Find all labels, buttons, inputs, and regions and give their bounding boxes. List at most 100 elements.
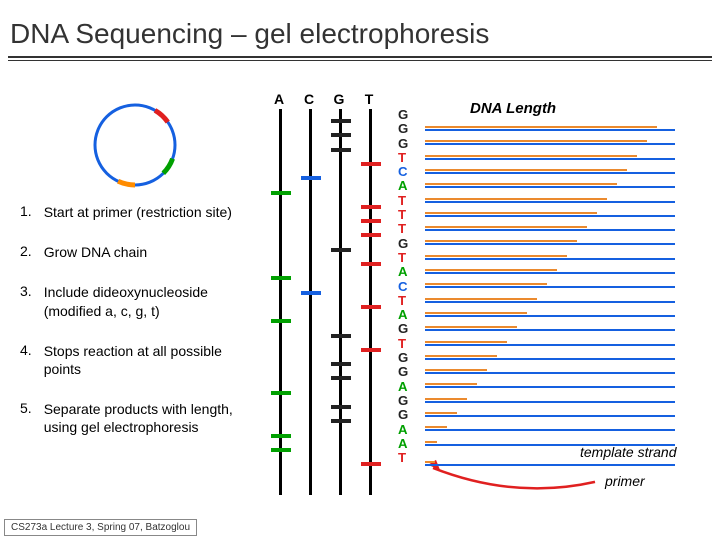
step-number: 4.	[12, 336, 42, 392]
growing-strand	[425, 226, 587, 228]
gel-band	[331, 419, 351, 423]
template-line	[425, 143, 675, 145]
growing-strand	[425, 283, 547, 285]
sequence-base: A	[398, 380, 408, 394]
growing-strand	[425, 140, 647, 142]
gel-lane-header: C	[299, 91, 319, 107]
gel-band	[271, 448, 291, 452]
step-number: 1.	[12, 197, 42, 235]
gel-band	[331, 248, 351, 252]
template-line	[425, 386, 675, 388]
step-text: Grow DNA chain	[44, 237, 253, 275]
growing-strand	[425, 341, 507, 343]
sequence-base: G	[398, 365, 408, 379]
steps-list: 1.Start at primer (restriction site)2.Gr…	[10, 195, 255, 453]
growing-strand	[425, 240, 577, 242]
plasmid-diagram	[85, 95, 185, 195]
gel-band	[271, 391, 291, 395]
growing-strand	[425, 298, 537, 300]
template-line	[425, 329, 675, 331]
template-line	[425, 344, 675, 346]
growing-strand	[425, 198, 607, 200]
gel-band	[361, 219, 381, 223]
step-number: 5.	[12, 394, 42, 450]
gel-band	[331, 133, 351, 137]
gel-band	[361, 305, 381, 309]
step-number: 2.	[12, 237, 42, 275]
growing-strand	[425, 255, 567, 257]
template-line	[425, 286, 675, 288]
step-text: Start at primer (restriction site)	[44, 197, 253, 235]
step-text: Stops reaction at all possible points	[44, 336, 253, 392]
template-line	[425, 129, 675, 131]
growing-strand	[425, 169, 627, 171]
sequence-base: G	[398, 108, 408, 122]
gel-band	[361, 162, 381, 166]
sequence-base: T	[398, 451, 408, 465]
gel-band	[331, 334, 351, 338]
sequence-base: G	[398, 351, 408, 365]
gel-lane-header: T	[359, 91, 379, 107]
template-line	[425, 215, 675, 217]
footer: CS273a Lecture 3, Spring 07, Batzoglou	[4, 519, 197, 536]
template-line	[425, 301, 675, 303]
template-line	[425, 315, 675, 317]
gel-lane-header: G	[329, 91, 349, 107]
page-title: DNA Sequencing – gel electrophoresis	[0, 0, 720, 56]
gel-band	[331, 148, 351, 152]
sequence-base: A	[398, 308, 408, 322]
sequence-base: G	[398, 322, 408, 336]
template-line	[425, 172, 675, 174]
title-subrule	[8, 60, 712, 61]
sequence-base: T	[398, 208, 408, 222]
sequence-base: T	[398, 194, 408, 208]
sequence-base: G	[398, 408, 408, 422]
growing-strand	[425, 426, 447, 428]
gel-band	[271, 319, 291, 323]
gel-lane-header: A	[269, 91, 289, 107]
template-line	[425, 415, 675, 417]
step-number: 3.	[12, 277, 42, 333]
sequence-base: A	[398, 437, 408, 451]
gel-band	[331, 405, 351, 409]
primer-label: primer	[605, 473, 645, 489]
growing-strand	[425, 398, 467, 400]
growing-strand	[425, 312, 527, 314]
gel-band	[301, 176, 321, 180]
template-line	[425, 372, 675, 374]
gel-band	[271, 276, 291, 280]
sequence-base: G	[398, 394, 408, 408]
template-line	[425, 258, 675, 260]
gel-band	[361, 348, 381, 352]
sequence-base: T	[398, 251, 408, 265]
template-line	[425, 429, 675, 431]
gel-band	[271, 434, 291, 438]
sequence-base: C	[398, 165, 408, 179]
gel-band	[331, 376, 351, 380]
sequence-base: A	[398, 179, 408, 193]
sequence-base: A	[398, 423, 408, 437]
gel-rail	[309, 109, 312, 495]
sequence-base: A	[398, 265, 408, 279]
sequence-base: G	[398, 137, 408, 151]
gel-rail	[369, 109, 372, 495]
template-line	[425, 186, 675, 188]
sequence-base: T	[398, 222, 408, 236]
template-line	[425, 272, 675, 274]
sequence-column: GGGTCATTTGTACTAGTGGAGGAAT	[398, 108, 408, 465]
gel-band	[361, 205, 381, 209]
growing-strand	[425, 269, 557, 271]
step-text: Include dideoxynucleoside (modified a, c…	[44, 277, 253, 333]
gel-band	[271, 191, 291, 195]
sequence-base: G	[398, 237, 408, 251]
template-strand-line	[425, 464, 675, 466]
growing-strand	[425, 383, 477, 385]
gel-band	[361, 262, 381, 266]
gel-rail	[339, 109, 342, 495]
sequence-base: T	[398, 337, 408, 351]
growing-strand	[425, 441, 437, 443]
gel-band	[331, 119, 351, 123]
growing-strand	[425, 155, 637, 157]
growing-strand	[425, 183, 617, 185]
gel-band	[361, 233, 381, 237]
